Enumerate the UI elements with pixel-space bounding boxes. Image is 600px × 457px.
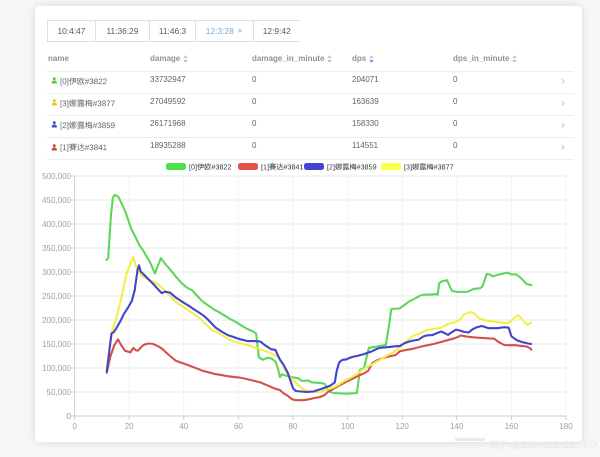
svg-text:80: 80	[289, 422, 298, 431]
svg-text:100,000: 100,000	[42, 364, 71, 373]
svg-text:120: 120	[396, 422, 410, 431]
svg-text:450,000: 450,000	[42, 196, 71, 205]
svg-text:140: 140	[450, 422, 464, 431]
svg-text:200,000: 200,000	[42, 316, 71, 325]
svg-text:150,000: 150,000	[42, 340, 71, 349]
svg-text:500,000: 500,000	[42, 172, 71, 181]
svg-text:300,000: 300,000	[42, 268, 71, 277]
svg-text:100: 100	[341, 422, 355, 431]
svg-text:350,000: 350,000	[42, 244, 71, 253]
svg-text:400,000: 400,000	[42, 220, 71, 229]
svg-text:50,000: 50,000	[47, 388, 72, 397]
svg-text:180: 180	[559, 422, 573, 431]
svg-text:40: 40	[179, 422, 188, 431]
svg-text:160: 160	[505, 422, 519, 431]
svg-text:0: 0	[67, 412, 72, 421]
svg-text:250,000: 250,000	[42, 292, 71, 301]
svg-text:20: 20	[125, 422, 134, 431]
svg-text:60: 60	[234, 422, 243, 431]
svg-text:0: 0	[72, 422, 77, 431]
